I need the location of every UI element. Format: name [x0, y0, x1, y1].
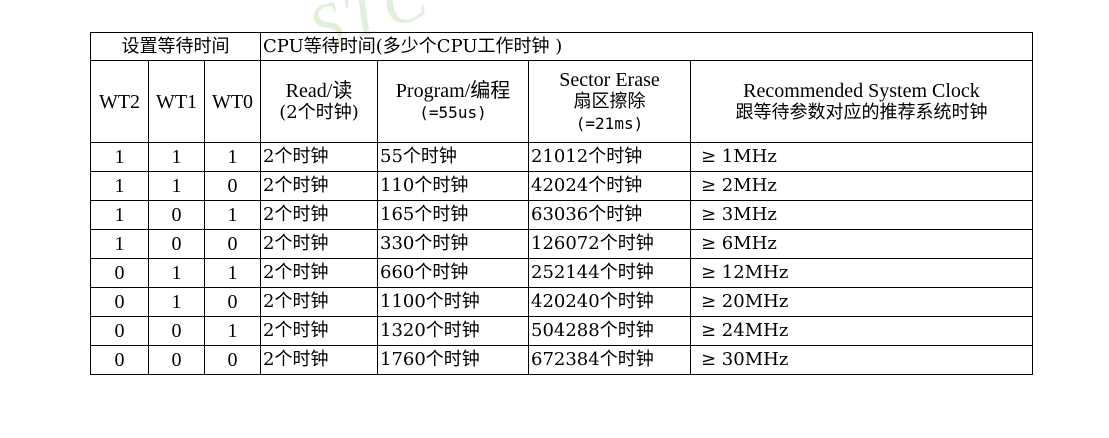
clock-cell: ≥ 2MHz [690, 171, 1033, 201]
wt0-cell: 0 [204, 229, 261, 259]
wt1-cell: 1 [148, 258, 205, 288]
program-cell: 110个时钟 [377, 171, 529, 201]
read-cell: 2个时钟 [260, 287, 378, 317]
read-cell: 2个时钟 [260, 229, 378, 259]
wt1-cell: 0 [148, 200, 205, 230]
clock-cell: ≥ 1MHz [690, 142, 1033, 172]
table-row: 0 1 1 2个时钟 660个时钟 252144个时钟 ≥ 12MHz [90, 258, 1033, 288]
wt1-header: WT1 [148, 60, 205, 143]
wt1-cell: 0 [148, 316, 205, 346]
wt0-cell: 0 [204, 287, 261, 317]
wt1-cell: 0 [148, 345, 205, 375]
program-cell: 330个时钟 [377, 229, 529, 259]
wt2-cell: 0 [90, 316, 149, 346]
sector-erase-cell: 42024个时钟 [528, 171, 691, 201]
table-row: 1 0 0 2个时钟 330个时钟 126072个时钟 ≥ 6MHz [90, 229, 1033, 259]
wt2-cell: 1 [90, 200, 149, 230]
set-wait-header: 设置等待时间 [90, 32, 261, 61]
read-cell: 2个时钟 [260, 258, 378, 288]
read-cell: 2个时钟 [260, 142, 378, 172]
wt0-cell: 1 [204, 200, 261, 230]
sector-erase-cell: 63036个时钟 [528, 200, 691, 230]
wt1-cell: 1 [148, 171, 205, 201]
read-cell: 2个时钟 [260, 171, 378, 201]
table-row: 0 0 0 2个时钟 1760个时钟 672384个时钟 ≥ 30MHz [90, 345, 1033, 375]
sector-erase-cell: 21012个时钟 [528, 142, 691, 172]
wt0-cell: 1 [204, 258, 261, 288]
table-row: 0 0 1 2个时钟 1320个时钟 504288个时钟 ≥ 24MHz [90, 316, 1033, 346]
program-cell: 55个时钟 [377, 142, 529, 172]
wt2-cell: 0 [90, 287, 149, 317]
read-cell: 2个时钟 [260, 316, 378, 346]
sector-erase-cell: 252144个时钟 [528, 258, 691, 288]
wt2-cell: 0 [90, 345, 149, 375]
sector-erase-cell: 420240个时钟 [528, 287, 691, 317]
clock-cell: ≥ 12MHz [690, 258, 1033, 288]
table-row: 1 0 1 2个时钟 165个时钟 63036个时钟 ≥ 3MHz [90, 200, 1033, 230]
program-cell: 1100个时钟 [377, 287, 529, 317]
read-cell: 2个时钟 [260, 200, 378, 230]
read-cell: 2个时钟 [260, 345, 378, 375]
table-body: 1 1 1 2个时钟 55个时钟 21012个时钟 ≥ 1MHz 1 1 0 2个时钟 110个时钟 4… [90, 142, 1033, 375]
wt2-cell: 1 [90, 142, 149, 172]
wt2-cell: 0 [90, 258, 149, 288]
clock-header: Recommended System Clock 跟等待参数对应的推荐系统时钟 [690, 60, 1033, 143]
clock-cell: ≥ 24MHz [690, 316, 1033, 346]
wt1-cell: 1 [148, 142, 205, 172]
wt0-cell: 0 [204, 171, 261, 201]
sector-erase-cell: 126072个时钟 [528, 229, 691, 259]
table-row: 1 1 1 2个时钟 55个时钟 21012个时钟 ≥ 1MHz [90, 142, 1033, 172]
clock-cell: ≥ 6MHz [690, 229, 1033, 259]
clock-cell: ≥ 30MHz [690, 345, 1033, 375]
wt0-cell: 1 [204, 316, 261, 346]
cpu-wait-header: CPU等待时间(多少个CPU工作时钟 ) [260, 32, 1033, 61]
program-cell: 1760个时钟 [377, 345, 529, 375]
wt0-header: WT0 [204, 60, 261, 143]
program-header: Program/编程 (=55us) [377, 60, 529, 143]
group-header-row: 设置等待时间 CPU等待时间(多少个CPU工作时钟 ) [90, 32, 1033, 61]
clock-cell: ≥ 3MHz [690, 200, 1033, 230]
wt1-cell: 0 [148, 229, 205, 259]
program-cell: 660个时钟 [377, 258, 529, 288]
sector-erase-cell: 504288个时钟 [528, 316, 691, 346]
wt0-cell: 1 [204, 142, 261, 172]
wt2-header: WT2 [90, 60, 149, 143]
sector-erase-cell: 672384个时钟 [528, 345, 691, 375]
program-cell: 165个时钟 [377, 200, 529, 230]
wait-time-table: 设置等待时间 CPU等待时间(多少个CPU工作时钟 ) WT2 WT1 WT0 … [90, 32, 1033, 375]
wt1-cell: 1 [148, 287, 205, 317]
table-row: 1 1 0 2个时钟 110个时钟 42024个时钟 ≥ 2MHz [90, 171, 1033, 201]
wt2-cell: 1 [90, 171, 149, 201]
program-cell: 1320个时钟 [377, 316, 529, 346]
wt2-cell: 1 [90, 229, 149, 259]
table-row: 0 1 0 2个时钟 1100个时钟 420240个时钟 ≥ 20MHz [90, 287, 1033, 317]
wt0-cell: 0 [204, 345, 261, 375]
column-header-row: WT2 WT1 WT0 Read/读 (2个时钟) Program/编程 (=5… [90, 60, 1033, 143]
sector-erase-header: Sector Erase 扇区擦除 (=21ms) [528, 60, 691, 143]
clock-cell: ≥ 20MHz [690, 287, 1033, 317]
read-header: Read/读 (2个时钟) [260, 60, 378, 143]
